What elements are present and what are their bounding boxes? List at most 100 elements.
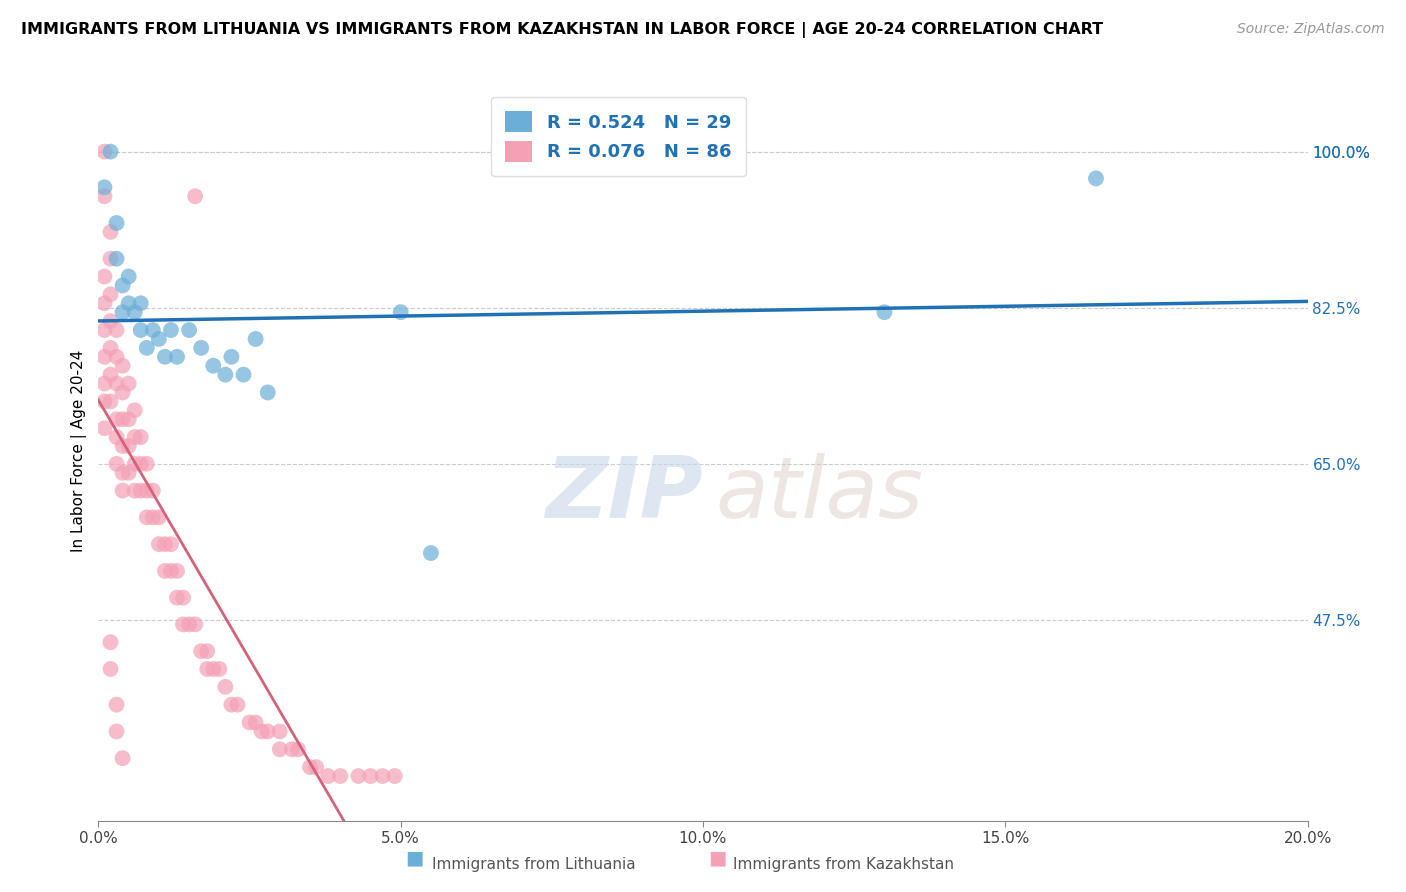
Point bbox=[111, 412, 134, 426]
Point bbox=[111, 385, 134, 400]
Point bbox=[184, 189, 207, 203]
Point bbox=[111, 466, 134, 480]
Point bbox=[142, 510, 165, 524]
Point bbox=[118, 439, 141, 453]
Point bbox=[100, 314, 122, 328]
Point bbox=[195, 644, 218, 658]
Point bbox=[360, 769, 382, 783]
Point bbox=[135, 510, 157, 524]
Point bbox=[93, 269, 115, 284]
Point bbox=[93, 421, 115, 435]
Point bbox=[256, 724, 278, 739]
Point bbox=[245, 332, 267, 346]
Point bbox=[166, 564, 188, 578]
Point bbox=[153, 564, 176, 578]
Point bbox=[195, 662, 218, 676]
Point bbox=[129, 483, 152, 498]
Point bbox=[100, 394, 122, 409]
Point bbox=[105, 457, 128, 471]
Point bbox=[172, 591, 194, 605]
Point bbox=[100, 368, 122, 382]
Point bbox=[226, 698, 249, 712]
Point bbox=[214, 680, 236, 694]
Point bbox=[202, 359, 225, 373]
Point bbox=[105, 323, 128, 337]
Point bbox=[148, 510, 170, 524]
Point bbox=[142, 483, 165, 498]
Point bbox=[250, 724, 273, 739]
Point bbox=[160, 323, 183, 337]
Point bbox=[160, 564, 183, 578]
Point bbox=[100, 145, 122, 159]
Point bbox=[420, 546, 443, 560]
Point bbox=[124, 483, 146, 498]
Point bbox=[93, 323, 115, 337]
Point bbox=[190, 644, 212, 658]
Point bbox=[179, 323, 201, 337]
Point bbox=[111, 483, 134, 498]
Point bbox=[124, 305, 146, 319]
Point bbox=[329, 769, 352, 783]
Point bbox=[100, 287, 122, 301]
Point bbox=[184, 617, 207, 632]
Text: ■: ■ bbox=[707, 848, 727, 867]
Y-axis label: In Labor Force | Age 20-24: In Labor Force | Age 20-24 bbox=[72, 350, 87, 551]
Point bbox=[389, 305, 412, 319]
Text: Immigrants from Lithuania: Immigrants from Lithuania bbox=[433, 857, 636, 872]
Point bbox=[118, 466, 141, 480]
Point bbox=[148, 332, 170, 346]
Point bbox=[153, 537, 176, 551]
Point bbox=[371, 769, 394, 783]
Point bbox=[100, 252, 122, 266]
Point bbox=[172, 617, 194, 632]
Point bbox=[190, 341, 212, 355]
Point bbox=[100, 225, 122, 239]
Point bbox=[221, 698, 243, 712]
Point bbox=[179, 617, 201, 632]
Point bbox=[93, 350, 115, 364]
Point bbox=[111, 305, 134, 319]
Point bbox=[160, 537, 183, 551]
Point bbox=[384, 769, 406, 783]
Point bbox=[287, 742, 309, 756]
Point bbox=[105, 376, 128, 391]
Point bbox=[166, 350, 188, 364]
Legend: R = 0.524   N = 29, R = 0.076   N = 86: R = 0.524 N = 29, R = 0.076 N = 86 bbox=[491, 96, 745, 177]
Text: ZIP: ZIP bbox=[546, 453, 703, 536]
Point bbox=[118, 412, 141, 426]
Point bbox=[129, 323, 152, 337]
Point bbox=[124, 430, 146, 444]
Point bbox=[111, 359, 134, 373]
Point bbox=[129, 296, 152, 310]
Point bbox=[269, 742, 291, 756]
Point bbox=[93, 376, 115, 391]
Point bbox=[105, 350, 128, 364]
Point bbox=[221, 350, 243, 364]
Point bbox=[873, 305, 896, 319]
Point bbox=[118, 269, 141, 284]
Point bbox=[256, 385, 278, 400]
Point bbox=[148, 537, 170, 551]
Point bbox=[105, 216, 128, 230]
Point bbox=[100, 662, 122, 676]
Point bbox=[316, 769, 339, 783]
Text: IMMIGRANTS FROM LITHUANIA VS IMMIGRANTS FROM KAZAKHSTAN IN LABOR FORCE | AGE 20-: IMMIGRANTS FROM LITHUANIA VS IMMIGRANTS … bbox=[21, 22, 1104, 38]
Point bbox=[111, 278, 134, 293]
Point bbox=[269, 724, 291, 739]
Point bbox=[142, 323, 165, 337]
Point bbox=[1085, 171, 1108, 186]
Point bbox=[214, 368, 236, 382]
Point bbox=[153, 350, 176, 364]
Text: atlas: atlas bbox=[716, 453, 924, 536]
Point bbox=[118, 376, 141, 391]
Point bbox=[202, 662, 225, 676]
Point bbox=[135, 341, 157, 355]
Point bbox=[111, 439, 134, 453]
Point bbox=[118, 296, 141, 310]
Point bbox=[105, 430, 128, 444]
Point bbox=[93, 394, 115, 409]
Point bbox=[100, 635, 122, 649]
Point bbox=[93, 180, 115, 194]
Point bbox=[232, 368, 254, 382]
Point bbox=[299, 760, 322, 774]
